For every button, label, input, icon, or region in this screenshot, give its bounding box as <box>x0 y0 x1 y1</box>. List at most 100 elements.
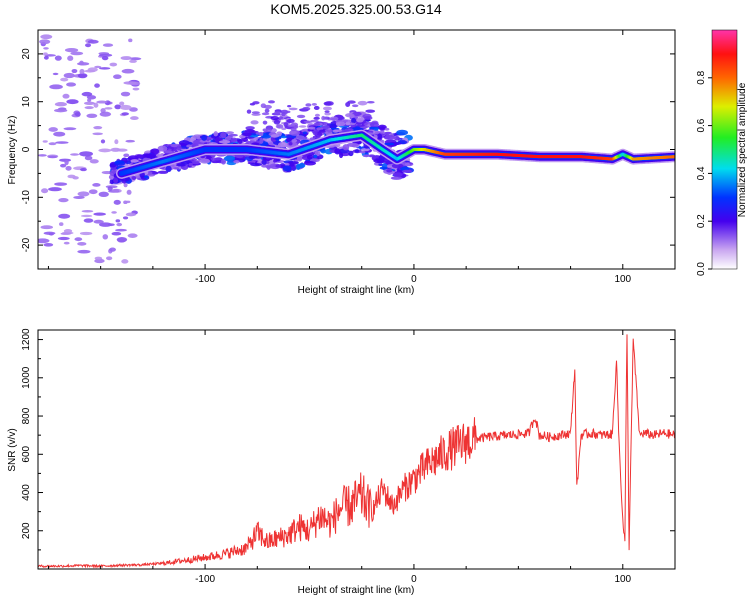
spectrogram-noise <box>79 231 93 236</box>
spectrogram-blob <box>163 150 174 154</box>
spectrogram-blob <box>362 154 371 158</box>
spectrogram-blob <box>261 164 268 168</box>
spectrogram-blob <box>276 124 284 129</box>
snr-axes: -100 0 100 200 400 600 800 1000 1200 <box>21 328 676 585</box>
spectrogram-noise <box>60 163 67 168</box>
spectrogram-blob <box>213 131 219 137</box>
spectrogram-blob <box>220 131 227 139</box>
spectrogram-noise <box>49 84 63 90</box>
spectrogram-blob <box>248 155 258 159</box>
spectrogram-noise <box>99 111 112 117</box>
spectrogram-blob <box>324 112 332 116</box>
spectrogram-noise <box>54 102 67 107</box>
spectrogram-ytick-label: 10 <box>21 96 32 108</box>
spectrogram-noise <box>84 69 96 73</box>
spectrogram-noise <box>40 225 54 230</box>
spectrogram-noise <box>58 213 71 219</box>
spectrogram-noise <box>80 167 87 172</box>
spectrogram-noise <box>66 99 79 105</box>
spectrogram-noise <box>104 107 113 110</box>
spectrogram-noise <box>106 256 113 261</box>
spectrogram-noise <box>102 234 109 240</box>
spectrogram-blob <box>308 126 316 130</box>
spectrogram-blob <box>218 140 231 144</box>
spectrogram-blob <box>391 163 404 169</box>
spectrogram-noise <box>129 57 142 61</box>
spectrogram-noise <box>120 56 132 61</box>
spectrogram-blob <box>130 159 139 163</box>
spectrogram-blob <box>313 116 320 120</box>
spectrogram-noise <box>92 183 101 187</box>
spectrogram-blob <box>288 142 293 146</box>
spectrogram-blob <box>251 113 261 116</box>
spectrogram-blob <box>192 134 203 139</box>
spectrogram-blob <box>368 154 376 158</box>
spectrogram-blob <box>401 169 413 173</box>
spectrogram-blob <box>365 109 376 113</box>
spectrogram-noise <box>100 139 106 144</box>
spectrogram-ytick-label: 20 <box>21 48 32 60</box>
spectrogram-noise <box>81 210 94 213</box>
spectrogram-xtick-label: 0 <box>411 274 417 285</box>
spectrogram-noise <box>73 195 85 199</box>
spectrogram-blob <box>312 130 318 136</box>
spectrogram-noise <box>119 104 132 110</box>
spectrogram-noise <box>121 259 129 264</box>
spectrogram-blob <box>165 165 172 172</box>
spectrogram-noise <box>57 236 70 241</box>
spectrogram-noise <box>43 52 48 56</box>
spectrogram-noise <box>58 198 69 203</box>
spectrogram-noise <box>85 43 92 48</box>
spectrogram-ylabel: Frequency (Hz) <box>7 116 18 185</box>
spectrogram-blob <box>261 159 267 165</box>
spectrogram-noise <box>111 231 122 236</box>
spectrogram-blob <box>287 124 295 127</box>
spectrogram-blob <box>281 127 287 131</box>
spectrogram-noise <box>65 165 72 171</box>
spectrogram-noise <box>114 139 119 145</box>
spectrogram-noise <box>123 153 130 158</box>
spectrogram-noise <box>63 72 75 79</box>
spectrogram-noise <box>111 188 120 193</box>
spectrogram-noise <box>129 59 137 63</box>
spectrogram-noise <box>116 237 128 243</box>
spectrogram-blob <box>313 154 318 159</box>
spectrogram-noise <box>79 151 94 157</box>
spectrogram-plot-area <box>38 34 675 264</box>
spectrogram-blob <box>288 107 298 111</box>
spectrogram-noise <box>59 222 64 227</box>
spectrogram-noise <box>87 39 99 44</box>
spectrogram-blob <box>311 103 317 106</box>
spectrogram-blob <box>233 160 240 164</box>
spectrogram-noise <box>60 77 69 82</box>
spectrogram-blob <box>288 162 295 167</box>
spectrogram-noise <box>48 127 58 132</box>
spectrogram-blob <box>246 109 252 114</box>
spectrogram-noise <box>79 60 84 66</box>
spectrogram-noise <box>94 258 105 264</box>
spectrogram-blob <box>346 142 359 148</box>
spectrogram-blob <box>114 160 125 164</box>
spectrogram-blob <box>364 116 373 120</box>
spectrogram-xtick-label: -100 <box>195 274 215 285</box>
spectrogram-blob <box>277 141 288 148</box>
spectrogram-blob <box>379 130 385 135</box>
spectrogram-noise <box>67 174 76 179</box>
spectrogram-blob <box>201 134 208 141</box>
spectrogram-blob <box>296 156 303 162</box>
spectrogram-blob <box>261 112 270 116</box>
spectrogram-noise <box>92 132 103 136</box>
spectrogram-noise <box>43 231 56 235</box>
spectrogram-ytick-label: 0 <box>21 146 32 152</box>
spectrogram-noise <box>80 214 93 218</box>
spectrogram-blob <box>354 149 360 153</box>
spectrogram-noise <box>83 218 94 223</box>
spectrogram-noise <box>77 191 90 197</box>
spectrogram-blob <box>306 154 313 160</box>
spectrogram-blob <box>225 131 235 135</box>
spectrogram-blob <box>396 129 408 136</box>
colorbar-tick-label: 0.2 <box>696 214 707 228</box>
spectrogram-blob <box>291 139 298 143</box>
spectrogram-blob <box>188 162 193 167</box>
snr-xtick-label: -100 <box>195 574 215 585</box>
